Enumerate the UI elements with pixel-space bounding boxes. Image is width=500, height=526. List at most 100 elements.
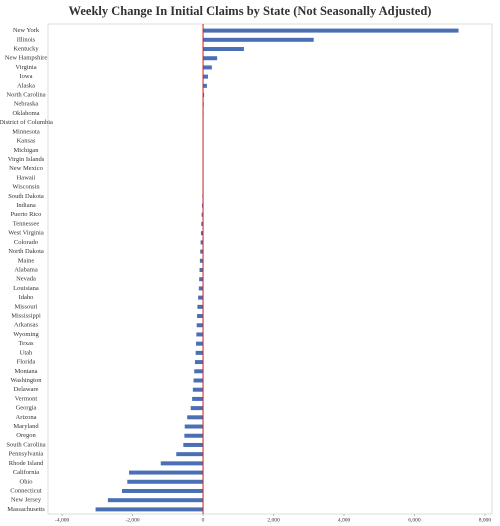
y-tick-label: Delaware [14, 386, 39, 393]
y-tick-label: Nebraska [14, 101, 39, 108]
y-tick-label: Iowa [20, 73, 33, 80]
x-tick-label: -4,000 [55, 517, 69, 523]
bar [184, 424, 204, 429]
y-tick-label: Virgin Islands [8, 156, 45, 163]
y-tick-label: Florida [17, 359, 36, 366]
bar [160, 461, 204, 466]
y-tick-label: District of Columbia [0, 119, 53, 126]
bar [107, 498, 204, 503]
bar [187, 415, 204, 420]
bar [203, 56, 218, 61]
bar [129, 470, 204, 475]
bar [95, 507, 204, 512]
y-tick-label: Maryland [13, 423, 39, 430]
y-tick-label: Michigan [14, 147, 40, 154]
y-tick-label: Washington [11, 377, 43, 384]
y-tick-label: Massachusetts [7, 506, 45, 513]
y-tick-label: North Dakota [8, 248, 44, 255]
bar [184, 433, 204, 438]
x-tick-label: 6,000 [408, 517, 421, 523]
y-tick-label: Wyoming [13, 331, 39, 338]
bar [196, 332, 204, 337]
bar [200, 240, 204, 245]
y-tick-label: Louisiana [13, 285, 39, 292]
bar [203, 37, 314, 42]
bar [201, 203, 204, 208]
y-tick-label: New Hampshire [5, 55, 48, 62]
y-tick-label: Kentucky [13, 46, 39, 53]
y-tick-label: Kansas [17, 138, 36, 145]
y-tick-label: Pennsylvania [9, 451, 44, 458]
bar [122, 488, 204, 493]
bar [199, 258, 204, 263]
y-tick-label: Connecticut [10, 487, 42, 494]
y-tick-label: Maine [18, 257, 35, 264]
y-tick-label: Alabama [14, 266, 38, 273]
y-tick-label: Utah [20, 349, 33, 356]
bar [203, 83, 207, 88]
bar [199, 268, 204, 272]
y-tick-label: Idaho [19, 294, 34, 301]
y-tick-label: Oklahoma [12, 110, 39, 117]
y-tick-label: Vermont [15, 395, 38, 402]
y-tick-label: Georgia [16, 405, 37, 412]
bar [194, 360, 204, 365]
x-tick-label: 8,000 [479, 517, 492, 523]
y-tick-label: New Mexico [9, 165, 43, 172]
bar [193, 378, 204, 383]
y-tick-label: Minnesota [12, 128, 40, 135]
y-tick-label: Missouri [14, 303, 37, 310]
bar [196, 323, 204, 328]
y-tick-label: New York [13, 27, 40, 34]
y-tick-label: Rhode Island [9, 460, 44, 467]
bar [197, 304, 204, 309]
bar [203, 93, 205, 98]
bar [203, 28, 459, 33]
y-tick-label: Alaska [17, 82, 35, 89]
bar [203, 47, 244, 52]
y-tick-label: Puerto Rico [11, 211, 42, 218]
y-tick-label: Ohio [20, 478, 33, 485]
y-tick-label: New Jersey [11, 497, 42, 504]
bar [127, 479, 204, 484]
y-tick-label: Arizona [16, 414, 37, 421]
y-tick-label: Tennessee [13, 220, 40, 227]
y-tick-label: Colorado [14, 239, 38, 246]
y-tick-label: Hawaii [17, 174, 36, 181]
bar [183, 442, 204, 447]
y-tick-label: North Carolina [6, 92, 45, 99]
y-tick-label: South Dakota [8, 193, 44, 200]
y-tick-label: Arkansas [14, 322, 39, 329]
y-tick-label: Texas [18, 340, 34, 347]
bar [197, 314, 204, 319]
y-tick-label: Wisconsin [12, 184, 40, 191]
bar [198, 286, 204, 291]
x-tick-label: 4,000 [338, 517, 351, 523]
bar [201, 221, 204, 226]
bar [194, 369, 204, 374]
bar [199, 277, 204, 282]
y-tick-label: West Virginia [8, 230, 44, 237]
bar [200, 231, 204, 236]
bar [203, 74, 208, 79]
bar [192, 387, 204, 392]
bar [203, 65, 212, 70]
bar [195, 350, 204, 355]
x-tick-label: -2,000 [125, 517, 139, 523]
y-tick-label: Montana [14, 368, 37, 375]
bar [192, 396, 204, 401]
bar [201, 212, 204, 217]
x-tick-label: 2,000 [267, 517, 280, 523]
y-tick-label: Virginia [15, 64, 36, 71]
y-tick-label: South Carolina [6, 441, 45, 448]
bar [196, 341, 204, 346]
y-tick-label: Oregon [16, 432, 36, 439]
bar [198, 295, 204, 300]
y-tick-label: Nevada [16, 276, 36, 283]
plot-frame [47, 23, 493, 515]
bar [190, 406, 204, 411]
y-tick-label: Illinois [17, 36, 36, 43]
y-tick-label: Indiana [16, 202, 36, 209]
y-tick-label: Mississippi [11, 313, 41, 320]
